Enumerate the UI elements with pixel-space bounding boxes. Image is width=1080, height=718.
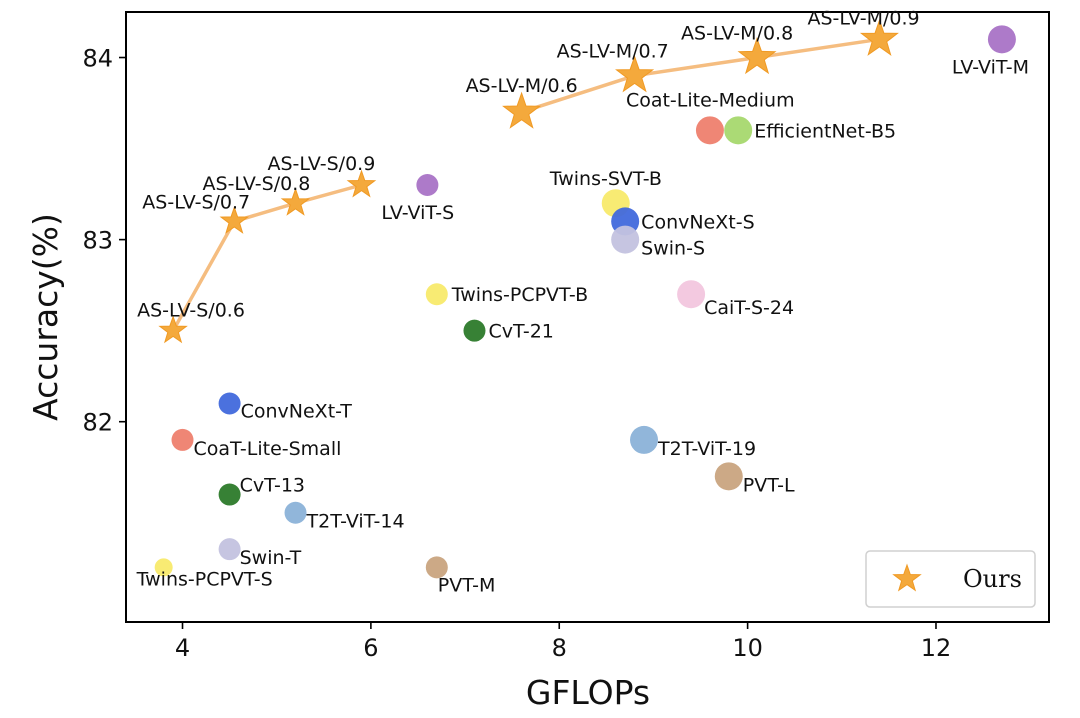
model-point-lv-vit-m: LV-ViT-M xyxy=(952,25,1029,78)
point-pvt-m xyxy=(425,556,448,579)
ours-point-as-lv-s-0-6: AS-LV-S/0.6 xyxy=(137,300,245,344)
model-point-coat-lite-medium: Coat-Lite-Medium xyxy=(626,89,795,145)
point-label-as-lv-s-0-6: AS-LV-S/0.6 xyxy=(137,300,245,322)
point-label-pvt-m: PVT-M xyxy=(438,574,496,596)
point-twins-pcpvt-b xyxy=(425,283,448,306)
model-point-t2t-vit-19: T2T-ViT-19 xyxy=(630,425,756,460)
point-label-as-lv-m-0-6: AS-LV-M/0.6 xyxy=(466,75,578,97)
point-t2t-vit-14 xyxy=(284,501,307,524)
point-label-convnext-t: ConvNeXt-T xyxy=(241,400,353,422)
ours-point-as-lv-m-0-7: AS-LV-M/0.7 xyxy=(557,41,669,93)
ours-point-as-lv-s-0-8: AS-LV-S/0.8 xyxy=(203,173,311,216)
model-point-t2t-vit-14: T2T-ViT-14 xyxy=(284,501,405,533)
point-cvt-21 xyxy=(463,319,486,342)
point-label-lv-vit-s: LV-ViT-S xyxy=(381,202,454,224)
star-as-lv-m-0-9 xyxy=(859,18,899,56)
point-label-as-lv-m-0-9: AS-LV-M/0.9 xyxy=(807,7,919,29)
x-tick-label: 4 xyxy=(175,634,190,662)
star-as-lv-s-0-6 xyxy=(158,315,188,344)
point-label-coat-lite-medium: Coat-Lite-Medium xyxy=(626,89,795,111)
ours-line-2 xyxy=(519,37,882,114)
x-axis-title: GFLOPs xyxy=(526,673,650,712)
legend-label-ours: Ours xyxy=(963,565,1022,593)
point-label-as-lv-m-0-7: AS-LV-M/0.7 xyxy=(557,41,669,63)
point-label-t2t-vit-14: T2T-ViT-14 xyxy=(306,511,405,533)
ours-point-as-lv-m-0-8: AS-LV-M/0.8 xyxy=(681,23,793,75)
x-tick-label: 12 xyxy=(921,634,952,662)
point-label-cvt-21: CvT-21 xyxy=(488,321,553,343)
point-label-as-lv-s-0-8: AS-LV-S/0.8 xyxy=(203,173,311,195)
point-label-twins-pcpvt-s: Twins-PCPVT-S xyxy=(136,568,273,590)
point-label-pvt-l: PVT-L xyxy=(743,474,795,496)
x-tick-label: 8 xyxy=(552,634,567,662)
ours-point-as-lv-m-0-9: AS-LV-M/0.9 xyxy=(807,7,920,56)
model-point-coat-lite-small: CoaT-Lite-Small xyxy=(171,428,342,460)
y-tick-label: 83 xyxy=(82,227,113,255)
plot-frame xyxy=(125,11,1050,623)
point-convnext-t xyxy=(218,392,241,415)
point-label-cvt-13: CvT-13 xyxy=(240,475,305,497)
point-label-cait-s-24: CaiT-S-24 xyxy=(704,297,794,319)
y-tick-label: 84 xyxy=(82,45,113,73)
point-cait-s-24 xyxy=(677,280,706,309)
model-point-twins-svt-b: Twins-SVT-B xyxy=(549,168,662,218)
point-label-as-lv-s-0-9: AS-LV-S/0.9 xyxy=(267,153,375,175)
point-coat-lite-small xyxy=(171,428,194,451)
point-lv-vit-s xyxy=(416,173,439,196)
point-label-swin-s: Swin-S xyxy=(641,238,705,260)
ours-point-as-lv-s-0-9: AS-LV-S/0.9 xyxy=(267,153,377,198)
legend-star-marker xyxy=(892,563,922,592)
ours-point-as-lv-m-0-6: AS-LV-M/0.6 xyxy=(466,75,578,129)
model-point-lv-vit-s: LV-ViT-S xyxy=(381,173,454,224)
chart-axes: 4 6 8 10 12 82 83 84 xyxy=(82,45,951,662)
point-label-t2t-vit-19: T2T-ViT-19 xyxy=(657,438,756,460)
point-cvt-13 xyxy=(218,483,241,506)
model-point-cait-s-24: CaiT-S-24 xyxy=(677,280,794,319)
point-label-swin-t: Swin-T xyxy=(240,547,302,569)
x-tick-label: 6 xyxy=(363,634,378,662)
star-as-lv-m-0-6 xyxy=(502,91,542,129)
point-efficientnet-b5 xyxy=(724,116,753,145)
point-pvt-l xyxy=(714,462,743,491)
model-point-efficientnet-b5: EfficientNet-B5 xyxy=(724,116,896,145)
star-as-lv-m-0-8 xyxy=(737,36,777,75)
point-label-as-lv-m-0-8: AS-LV-M/0.8 xyxy=(681,23,793,45)
point-label-as-lv-s-0-7: AS-LV-S/0.7 xyxy=(142,191,250,213)
model-point-convnext-t: ConvNeXt-T xyxy=(218,392,353,422)
y-axis-title: Accuracy(%) xyxy=(26,213,65,421)
model-point-pvt-l: PVT-L xyxy=(714,462,795,496)
point-swin-t xyxy=(218,538,241,561)
point-label-twins-svt-b: Twins-SVT-B xyxy=(549,168,662,190)
model-point-twins-pcpvt-s: Twins-PCPVT-S xyxy=(136,558,273,590)
point-twins-pcpvt-s xyxy=(154,558,173,577)
model-point-cvt-13: CvT-13 xyxy=(218,475,305,506)
point-lv-vit-m xyxy=(987,25,1016,54)
model-point-cvt-21: CvT-21 xyxy=(463,319,554,343)
star-as-lv-s-0-9 xyxy=(346,169,377,198)
legend: Ours xyxy=(865,550,1036,608)
point-t2t-vit-19 xyxy=(630,425,659,454)
star-as-lv-m-0-7 xyxy=(615,55,655,93)
legend-box xyxy=(865,550,1036,608)
ours-line-1 xyxy=(171,183,364,333)
legend-star-icon xyxy=(892,563,922,592)
star-as-lv-s-0-7 xyxy=(219,205,250,234)
point-label-convnext-s: ConvNeXt-S xyxy=(641,211,754,233)
model-point-pvt-m: PVT-M xyxy=(425,556,496,596)
x-tick-label: 10 xyxy=(732,634,763,662)
point-swin-s xyxy=(611,225,640,254)
ours-point-as-lv-s-0-7: AS-LV-S/0.7 xyxy=(142,191,250,234)
point-coat-lite-medium xyxy=(695,116,724,145)
chart-marks: LV-ViT-M Coat-Lite-Medium EfficientNet-B5 L… xyxy=(136,7,1029,596)
y-tick-label: 82 xyxy=(82,409,113,437)
model-point-swin-t: Swin-T xyxy=(218,538,302,569)
point-label-coat-lite-small: CoaT-Lite-Small xyxy=(194,438,342,460)
point-label-lv-vit-m: LV-ViT-M xyxy=(952,56,1029,78)
model-point-twins-pcpvt-b: Twins-PCPVT-B xyxy=(425,283,588,306)
point-label-twins-pcpvt-b: Twins-PCPVT-B xyxy=(451,284,588,306)
point-label-efficientnet-b5: EfficientNet-B5 xyxy=(754,120,896,142)
model-point-swin-s: Swin-S xyxy=(611,225,705,260)
star-as-lv-s-0-8 xyxy=(280,187,311,216)
